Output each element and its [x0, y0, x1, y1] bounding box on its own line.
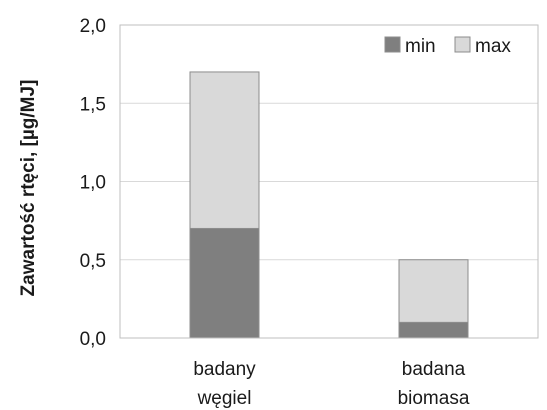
- legend-swatch-min: [384, 36, 401, 53]
- y-tick-label-2: 1,0: [80, 173, 106, 194]
- bar-max-1: [398, 259, 469, 323]
- plot-frame: [119, 24, 539, 339]
- bar-min-1: [398, 321, 469, 339]
- x-tick-label-0-1: węgiel: [197, 388, 252, 409]
- bar-min-0: [189, 227, 260, 339]
- legend-swatch-max: [454, 36, 471, 53]
- x-tick-label-0-0: badany: [193, 359, 256, 380]
- x-tick-label-1-0: badana: [402, 359, 466, 380]
- y-tick-label-1: 0,5: [80, 251, 106, 272]
- bar-max-0: [189, 71, 260, 229]
- y-tick-label-4: 2,0: [80, 16, 106, 37]
- y-tick-label-0: 0,0: [80, 329, 106, 350]
- legend-label-min: min: [405, 36, 436, 57]
- y-axis-label: Zawartość rtęci, [µg/MJ]: [18, 80, 39, 297]
- x-tick-label-1-1: biomasa: [398, 388, 470, 409]
- y-tick-label-3: 1,5: [80, 94, 106, 115]
- legend-label-max: max: [475, 36, 511, 57]
